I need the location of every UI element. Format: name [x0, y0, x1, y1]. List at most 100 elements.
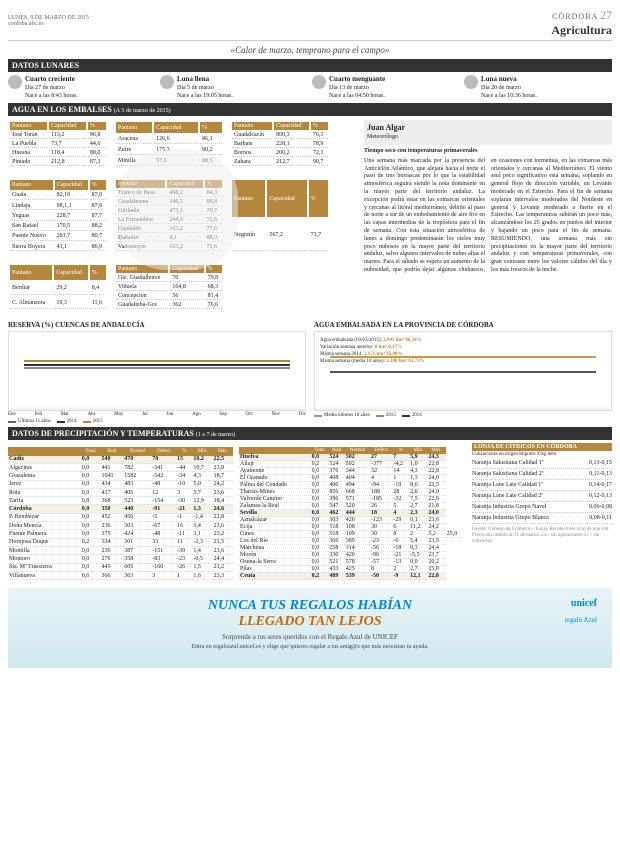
table-row: La Puebla73,744,6: [10, 141, 106, 148]
city-row: Villanueva0,6366363311,623,3: [8, 571, 233, 579]
chart2-title: AGUA EMBALSADA EN LA PROVINCIA DE CÓRDOB…: [314, 321, 612, 329]
chart1-title: RESERVA (%) CUENCAS DE ANDALUCÍA: [8, 321, 306, 329]
city-row: Pilas0,0433425822,725,0: [239, 566, 464, 573]
page-quote: «Calor de marzo, temprano para el campo»: [8, 45, 612, 55]
ad-line1: NUNCA TUS REGALOS HABÍAN: [208, 598, 412, 613]
table-row: Yeguas228,787,7: [10, 212, 106, 220]
table-row: Viñuela164,868,3: [116, 284, 222, 291]
lunar-phase: Luna llenaDía 5 de marzoNace a las 19:05…: [160, 75, 308, 100]
table-row: Aracena126,686,1: [116, 135, 222, 144]
reserva-chart: [8, 331, 306, 411]
stat-row: Variación semana anterior: 0 hm³ 0,17%: [320, 344, 425, 351]
city-row: Aliajr0,2524502-377-4,21,022,8: [239, 461, 464, 468]
table-row: Gte. Guadalhorce7079,8: [116, 275, 222, 282]
reservoir-table: PantanoCapacidad%Guala82,1087,0Lindaja98…: [8, 178, 108, 253]
table-row: Sierra Boyera41,186,9: [10, 243, 106, 251]
precip-table-right: TotalRealNormalDefect%Mín.Máx.Huelva0,05…: [239, 447, 464, 580]
table-row: Zahara212,790,7: [232, 159, 328, 166]
city-row: Morón0,0330420-90-21-5,523,7: [239, 552, 464, 559]
table-row: José Torán113,296,8: [10, 132, 106, 139]
stat-row: Agua embalsada (03/03/2015): 2.945 hm³ 8…: [320, 337, 425, 344]
unicef-ad[interactable]: unicef regalo Azul NUNCA TUS REGALOS HAB…: [8, 588, 612, 668]
andalucia-map: [118, 150, 238, 270]
month-label: May: [114, 412, 123, 417]
lunar-phase: Cuarto crecienteDía 27 de marzoNace a la…: [8, 75, 156, 100]
city-row: Ayamonte0,037634432144,322,8: [239, 468, 464, 475]
precip-header: DATOS DE PRECIPITACIÓN Y TEMPERATURAS (1…: [8, 427, 612, 440]
table-row: Puente Nuevo281,780,7: [10, 233, 106, 241]
city-row: Osuna-la Serra0,0521578-57-130,020,2: [239, 559, 464, 566]
section-name: CÓRDOBA: [552, 12, 598, 21]
reservoir-table: PantanoCapacidad%Negratín567,273,7: [230, 178, 330, 253]
reservoir-table: PantanoCapacidad%José Torán113,296,8La P…: [8, 120, 108, 168]
month-label: Dic: [299, 412, 306, 417]
table-row: Bornos200,272,3: [232, 150, 328, 157]
month-label: Mar: [61, 412, 69, 417]
product-name: regalo Azul: [565, 616, 597, 624]
city-row: Jerez0,0434483-48-105,024,2: [8, 480, 233, 488]
ad-subtitle: Sorprende a tus seres queridos con el Re…: [18, 633, 602, 641]
table-row: Guala82,1087,0: [10, 192, 106, 200]
city-row: Tarifa0,8368523-154-3012,918,4: [8, 497, 233, 505]
legend-item: Media últimos 10 años: [314, 413, 370, 418]
city-row: Rota0,04174051235,723,6: [8, 488, 233, 496]
city-row: Marchena0,0258314-56-180,324,4: [239, 545, 464, 552]
month-label: Abr: [88, 412, 96, 417]
city-row: Tharsis-Mines0,0856668188282,624,0: [239, 489, 464, 496]
city-row: Zalamea la Real0,05475202652,721,8: [239, 503, 464, 510]
article-body: Una semana más marcada por la presencia …: [364, 158, 612, 276]
table-row: Pintado212,887,3: [10, 159, 106, 166]
table-row: Berdiar29,28,4: [10, 282, 106, 295]
table-row: Guadalcacín800,376,3: [232, 132, 328, 139]
city-row: Valverde Camino0,0396571-185-327,522,9: [239, 496, 464, 503]
city-row: Aznalcázar0,0303426-123-290,123,6: [239, 517, 464, 524]
lonja-row: Naranja Lane Late Calidad 1ª0,14-0,17: [472, 480, 612, 491]
city-row: Montilla0,0236387-151-391,423,6: [8, 547, 233, 555]
precip-table-left: TotalRealNormalDefect%Mín.Máx.Cádiz0,054…: [8, 447, 233, 580]
reservoir-table: PantanoCapacidad%Gte. Guadalhorce7079,8V…: [114, 263, 224, 311]
article-subtitle: Tiempo seco con temperaturas primaverale…: [364, 148, 612, 156]
unicef-logo: unicef: [571, 598, 597, 609]
month-label: Jul: [142, 412, 148, 417]
city-row: Fuente Palmera0,0375424-48-113,123,2: [8, 530, 233, 538]
legend-item: Últimos 11 años: [8, 419, 51, 424]
table-row: Negratín567,273,7: [232, 219, 328, 251]
lunar-phase: Cuarto menguanteDía 13 de marzoNace a la…: [312, 75, 460, 100]
month-label: Feb: [34, 412, 42, 417]
month-label: Jun: [166, 412, 173, 417]
province-row: Cádiz0,0540470701510,222,5: [8, 456, 233, 464]
province-row: Sevilla0,04624441842,324,0: [239, 510, 464, 517]
moon-icon: [160, 75, 174, 89]
city-row: Gines0,051810930825,225,0: [239, 531, 464, 538]
lonja-title: LONJA DE CÍTRICOS EN CÓRDOBA: [472, 443, 612, 451]
table-row: Lindaja98,1,187,6: [10, 202, 106, 210]
city-row: P. Bembézar0,0452456-5-1-1,422,8: [8, 513, 233, 521]
city-row: Montoro0,0276358-83-23-0,524,4: [8, 555, 233, 563]
subsection-title: Agricultura: [551, 23, 612, 38]
city-row: Palma del Condado0,0400494-94-198,623,5: [239, 482, 464, 489]
lonja-row: Naranja Salustiana Calidad 1ª0,13-0,15: [472, 458, 612, 469]
stat-row: Misma semana 2014: 3.171 hm³ 92,96%: [320, 351, 425, 358]
table-row: San Rafael170,588,2: [10, 223, 106, 231]
month-label: Ago: [192, 412, 201, 417]
month-label: Ene: [8, 412, 16, 417]
reservoir-table: PantanoCapacidad%Berdiar29,28,4C. Almanz…: [8, 263, 108, 311]
province-row: Córdoba0,0350440-91-211,324,6: [8, 505, 233, 513]
legend-item: 2015: [376, 413, 396, 418]
page-number: 27: [600, 8, 612, 22]
month-label: Oct: [246, 412, 253, 417]
lonja-footer: Fuente: Consejo de Comercio / Lonja. Rec…: [472, 527, 612, 545]
lonja-subtitle: Cotizaciones en origen Importe: €/kg net…: [472, 451, 612, 458]
city-row: El Granado0,0408404411,324,0: [239, 475, 464, 482]
city-row: Doña Mencía0,0236303-67163,423,6: [8, 522, 233, 530]
table-row: Barbate228,178,9: [232, 141, 328, 148]
table-row: Concepción5681,4: [116, 293, 222, 300]
month-label: Nov: [271, 412, 280, 417]
moon-icon: [8, 75, 22, 89]
city-row: Hornjosa Duque0,23343013311-2,321,5: [8, 538, 233, 546]
page-site: cordoba.abc.es: [8, 21, 89, 27]
city-row: Grazalema0,010411582-542-344,318,7: [8, 472, 233, 480]
city-row: Los del Río0,0366389-23-65,423,9: [239, 538, 464, 545]
province-row: Ceuta0,2489539-50-912,122,8: [239, 573, 464, 580]
lonja-row: Naranja Industria Grupo Navel0,06-0,08: [472, 502, 612, 513]
